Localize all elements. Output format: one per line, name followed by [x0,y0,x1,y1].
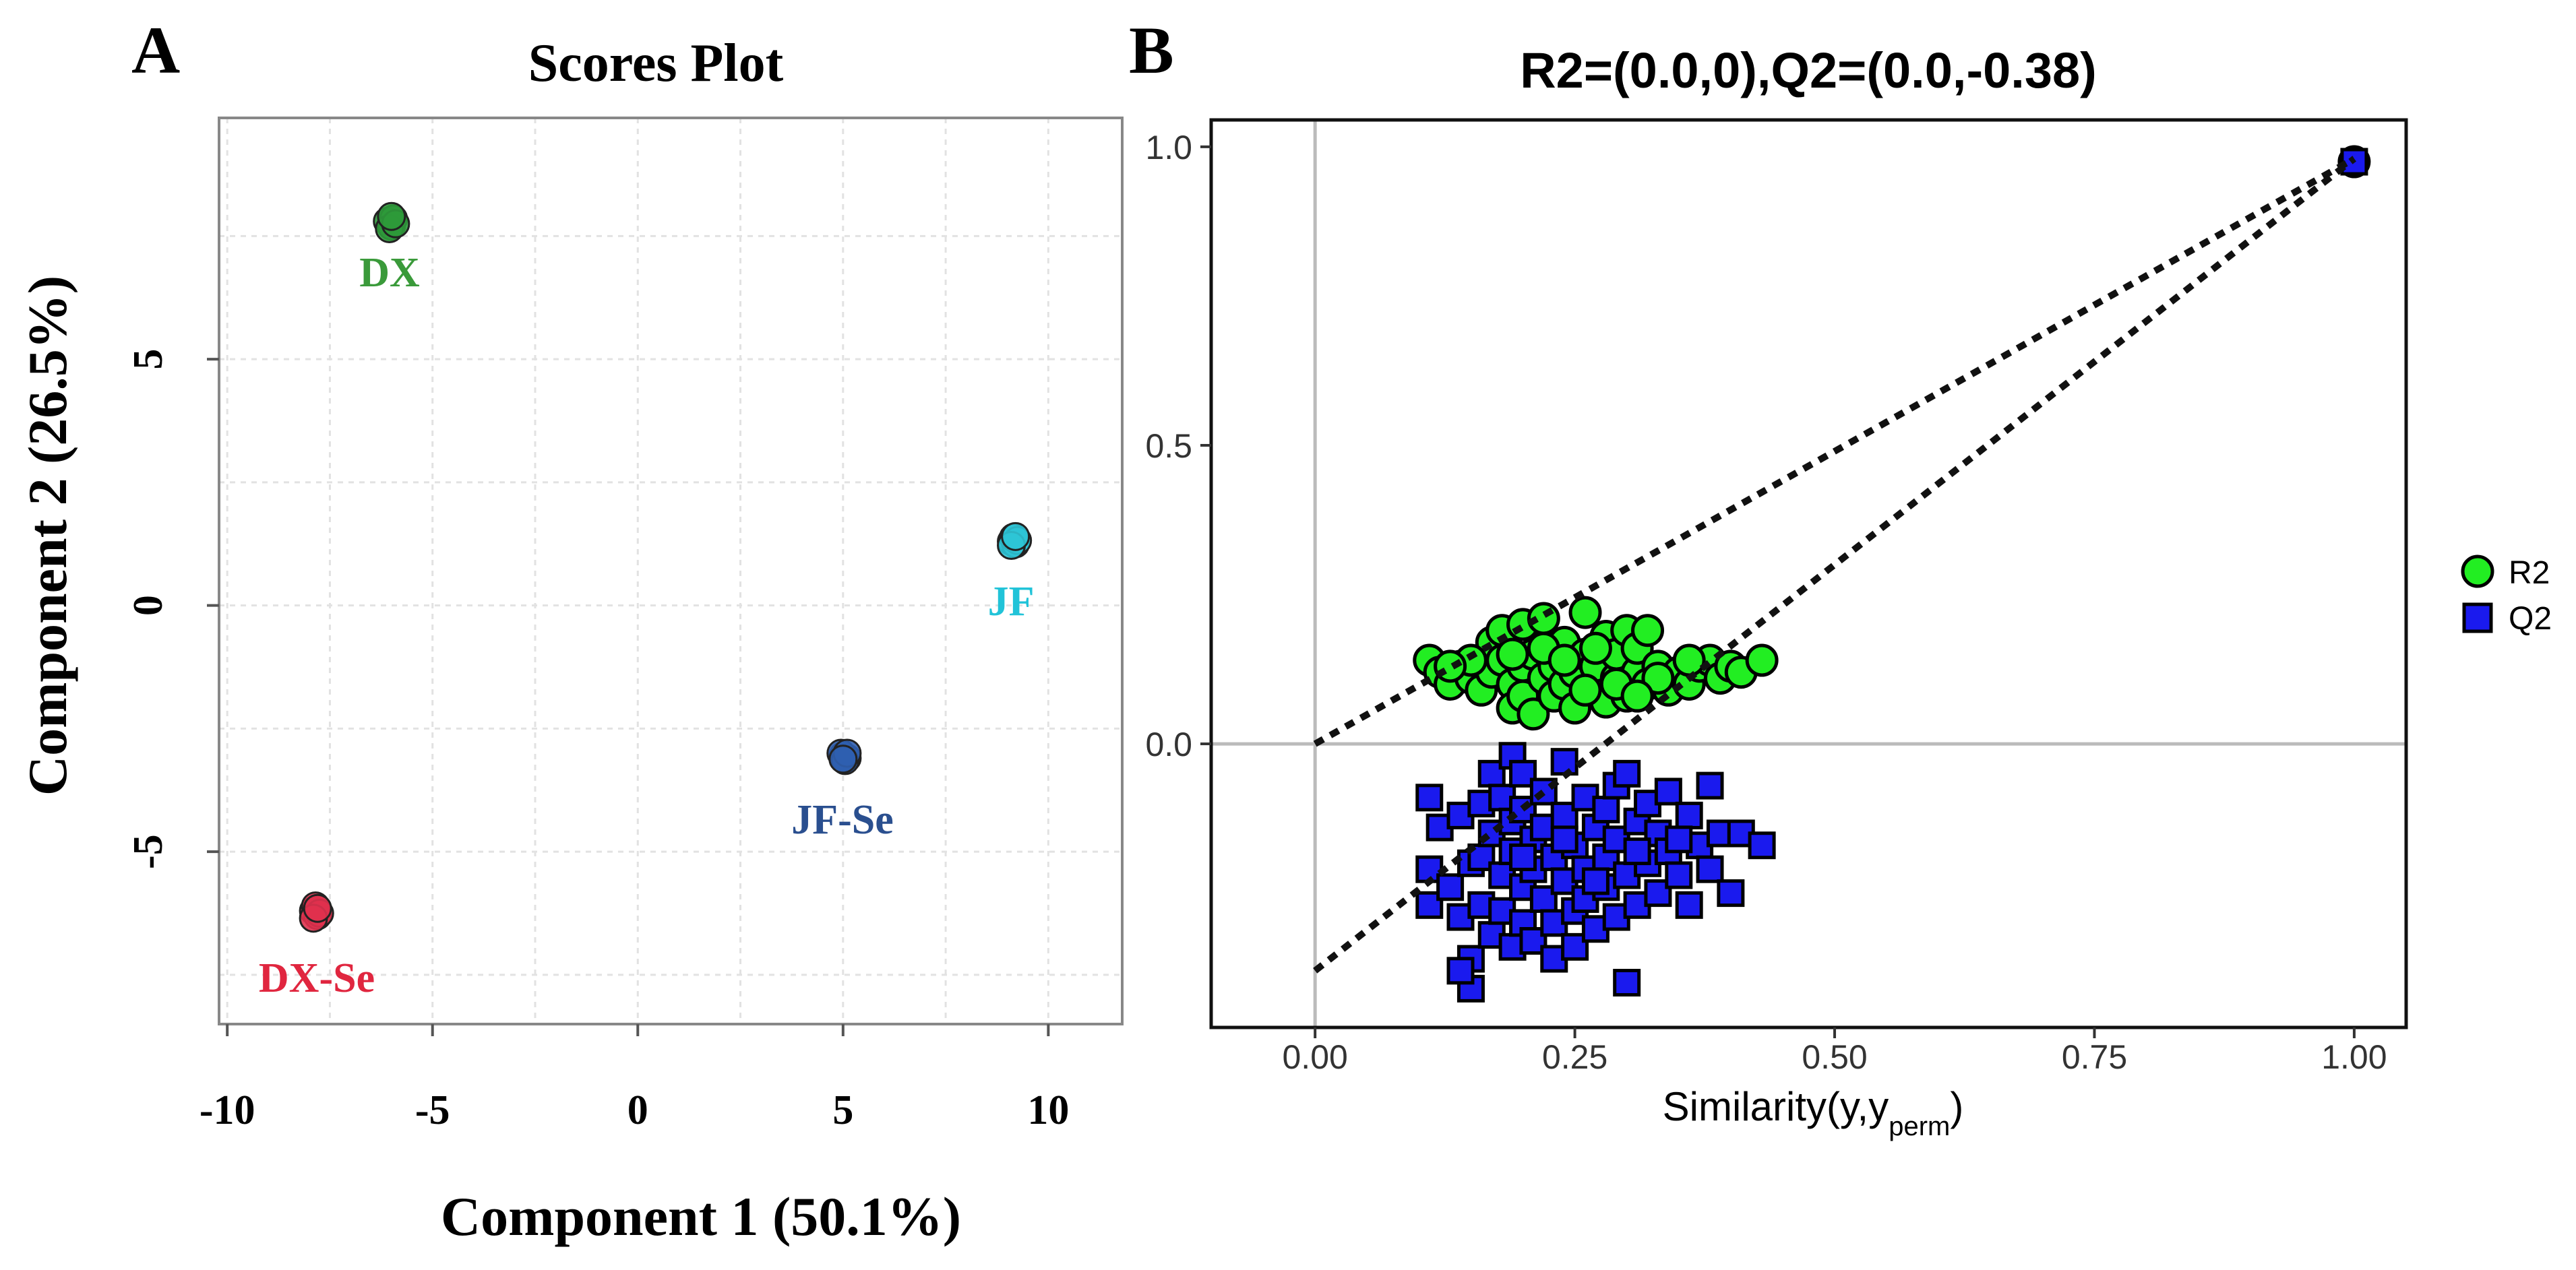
panel-b-reference-lines [1211,120,2406,1027]
panel-a-label: A [131,13,180,88]
point-r2 [1516,697,1550,731]
point-q2 [1675,801,1703,829]
x-tick-label: 1.00 [2321,1038,2387,1076]
panel-b-label: B [1129,13,1174,88]
point-r2 [1641,662,1675,695]
point-q2 [1665,825,1693,854]
point-q2 [1717,879,1745,908]
panel-b-legend: R2 Q2 [2461,554,2552,637]
panel-a-xlabel: Component 1 (50.1%) [441,1186,961,1247]
point-r2 [1620,679,1654,713]
point-jf-se [828,744,858,774]
annotation-dx: DX [359,250,420,296]
panel-a-grid [219,118,1122,1024]
panel-a-points [299,201,1033,933]
annotation-dx-se: DX-Se [259,955,375,1001]
point-q2 [1696,771,1724,800]
legend-q2-marker [2462,602,2493,633]
y-tick-label: 0.5 [1145,427,1192,465]
panel-b-ticks: 0.00 0.25 0.50 0.75 1.00 0.0 0.5 1.0 [1145,129,2387,1076]
point-q2 [1748,831,1776,860]
panel-b-fit-lines [1313,156,2356,974]
panel-a-ticks: -10 -5 0 5 10 -5 0 5 [125,349,1069,1133]
panel-b-points [1413,145,2371,1003]
panel-b-plot-border [1209,118,2408,1029]
point-r2 [1568,596,1602,629]
panel-b: B R2=(0.0,0),Q2=(0.0,-0.38) 0.00 0.25 0.50… [1129,13,2552,1141]
point-q2 [1654,777,1682,806]
point-q2 [1509,843,1537,871]
point-r2 [1496,637,1529,671]
point-q2 [1696,855,1724,883]
point-dx-se [303,893,332,923]
panel-a: A Scores Plot -10 -5 0 5 10 -5 0 5 DX JF JF-Se … [17,13,1124,1247]
point-q2 [1592,796,1620,824]
x-tick-label: 10 [1027,1087,1069,1133]
point-r2 [1568,673,1602,707]
point-r2 [1547,643,1581,677]
y-tick-label: 5 [125,349,171,370]
panel-a-plot-border [218,117,1124,1025]
point-q2 [1550,825,1578,854]
point-q2 [1613,969,1641,997]
point-q2 [1613,759,1641,788]
panel-a-ylabel: Component 2 (26.5%) [17,276,78,796]
legend-r2-marker [2461,554,2494,588]
y-tick-label: 0.0 [1145,726,1192,763]
point-r2 [1672,643,1706,677]
point-q2 [1436,873,1465,901]
point-q2 [1623,837,1651,866]
x-tick-label: 0.25 [1542,1038,1607,1076]
point-r2 [1745,643,1779,677]
point-q2 [1550,748,1578,776]
xlabel-close: ) [1950,1084,1963,1129]
panel-a-title: Scores Plot [528,34,784,93]
y-tick-label: 0 [125,595,171,616]
x-tick-label: -10 [200,1087,255,1133]
point-q2 [1415,784,1444,812]
panel-a-annotations: DX JF JF-Se DX-Se [259,250,1035,1001]
point-r2 [1631,614,1665,647]
x-tick-label: 0.50 [1802,1038,1867,1076]
point-q2 [1415,891,1444,919]
point-jf [1001,521,1031,551]
panel-b-xlabel: Similarity(y,yperm) [1663,1084,1964,1141]
panel-b-title: R2=(0.0,0),Q2=(0.0,-0.38) [1520,42,2097,98]
legend-r2-label: R2 [2509,555,2550,591]
y-tick-label: 1.0 [1145,129,1192,166]
point-q2 [1665,861,1693,889]
fit-line-r2 [1313,156,2356,747]
x-tick-label: 5 [832,1087,853,1133]
point-q2 [1675,891,1703,919]
xlabel-subscript: perm [1889,1112,1950,1141]
annotation-jf: JF [988,579,1035,625]
point-r2 [1578,631,1612,665]
point-dx [377,201,406,231]
x-tick-label: 0.00 [1283,1038,1348,1076]
x-tick-label: 0.75 [2062,1038,2127,1076]
legend-q2-label: Q2 [2509,601,2552,637]
xlabel-main: Similarity(y,y [1663,1084,1889,1129]
fit-line-q2 [1313,156,2356,974]
annotation-jf-se: JF-Se [791,797,894,843]
x-tick-label: -5 [415,1087,450,1133]
point-q2 [1581,867,1609,895]
y-tick-label: -5 [125,834,171,869]
point-q2 [1446,957,1475,985]
x-tick-label: 0 [627,1087,648,1133]
